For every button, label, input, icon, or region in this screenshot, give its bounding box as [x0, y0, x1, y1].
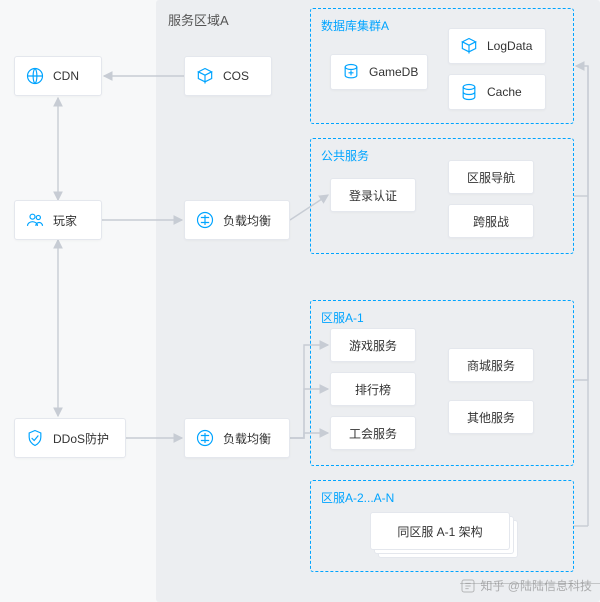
globe-icon	[25, 66, 45, 86]
node-guild-label: 工会服务	[349, 425, 397, 442]
node-stack-label: 同区服 A-1 架构	[397, 523, 482, 540]
node-other-label: 其他服务	[467, 409, 515, 426]
service-region-title: 服务区域A	[168, 10, 229, 29]
node-guild: 工会服务	[330, 416, 416, 450]
zhihu-icon	[460, 578, 476, 594]
node-cos-label: COS	[223, 69, 249, 83]
watermark-text: 知乎 @陆陆信息科技	[480, 577, 592, 594]
balance-icon	[195, 210, 215, 230]
node-game-label: 游戏服务	[349, 337, 397, 354]
node-zonenav: 区服导航	[448, 160, 534, 194]
node-players: 玩家	[14, 200, 102, 240]
database-icon	[459, 82, 479, 102]
node-game: 游戏服务	[330, 328, 416, 362]
node-cdn-label: CDN	[53, 69, 79, 83]
node-login-label: 登录认证	[349, 187, 397, 204]
node-lb1-label: 负载均衡	[223, 212, 271, 229]
node-login: 登录认证	[330, 178, 416, 212]
node-cache: Cache	[448, 74, 546, 110]
node-zonenav-label: 区服导航	[467, 169, 515, 186]
node-lb1: 负载均衡	[184, 200, 290, 240]
node-mall-label: 商城服务	[467, 357, 515, 374]
node-cross-label: 跨服战	[473, 213, 509, 230]
node-cdn: CDN	[14, 56, 102, 96]
cluster-zone-a1-title: 区服A-1	[321, 309, 364, 326]
node-cross: 跨服战	[448, 204, 534, 238]
database-plus-icon	[341, 62, 361, 82]
cluster-public-title: 公共服务	[321, 147, 369, 164]
node-ddos: DDoS防护	[14, 418, 126, 458]
node-ddos-label: DDoS防护	[53, 430, 109, 447]
cube-icon	[195, 66, 215, 86]
node-logdata: LogData	[448, 28, 546, 64]
node-lb2: 负载均衡	[184, 418, 290, 458]
node-cos: COS	[184, 56, 272, 96]
watermark: 知乎 @陆陆信息科技	[460, 577, 592, 594]
cluster-db-a-title: 数据库集群A	[321, 17, 389, 34]
node-lb2-label: 负载均衡	[223, 430, 271, 447]
cluster-zone-an-title: 区服A-2...A-N	[321, 489, 394, 506]
cube-icon	[459, 36, 479, 56]
node-other: 其他服务	[448, 400, 534, 434]
node-cache-label: Cache	[487, 85, 522, 99]
node-gamedb-label: GameDB	[369, 65, 418, 79]
node-mall: 商城服务	[448, 348, 534, 382]
node-stack-same-zone: 同区服 A-1 架构	[370, 512, 510, 550]
node-rank: 排行榜	[330, 372, 416, 406]
users-icon	[25, 210, 45, 230]
node-rank-label: 排行榜	[355, 381, 391, 398]
node-gamedb: GameDB	[330, 54, 428, 90]
shield-icon	[25, 428, 45, 448]
node-players-label: 玩家	[53, 212, 77, 229]
node-logdata-label: LogData	[487, 39, 532, 53]
balance-icon	[195, 428, 215, 448]
